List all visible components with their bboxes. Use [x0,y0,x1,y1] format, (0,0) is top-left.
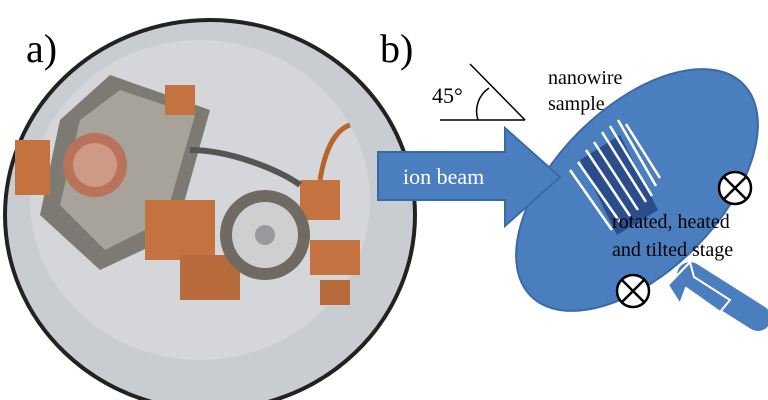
stage-label: rotated, heated [612,211,730,233]
stage-label: and tilted stage [612,239,733,261]
panel-label: b) [380,26,413,71]
figure: a) b) 45° nanowire sample ion beam [0,0,768,400]
beam-label: ion beam [403,164,484,189]
sample-label: sample [548,93,605,115]
angle-label: 45° [432,83,463,108]
panel-label: a) [26,26,57,71]
sample-label: nanowire [548,67,623,89]
photo [0,0,415,400]
